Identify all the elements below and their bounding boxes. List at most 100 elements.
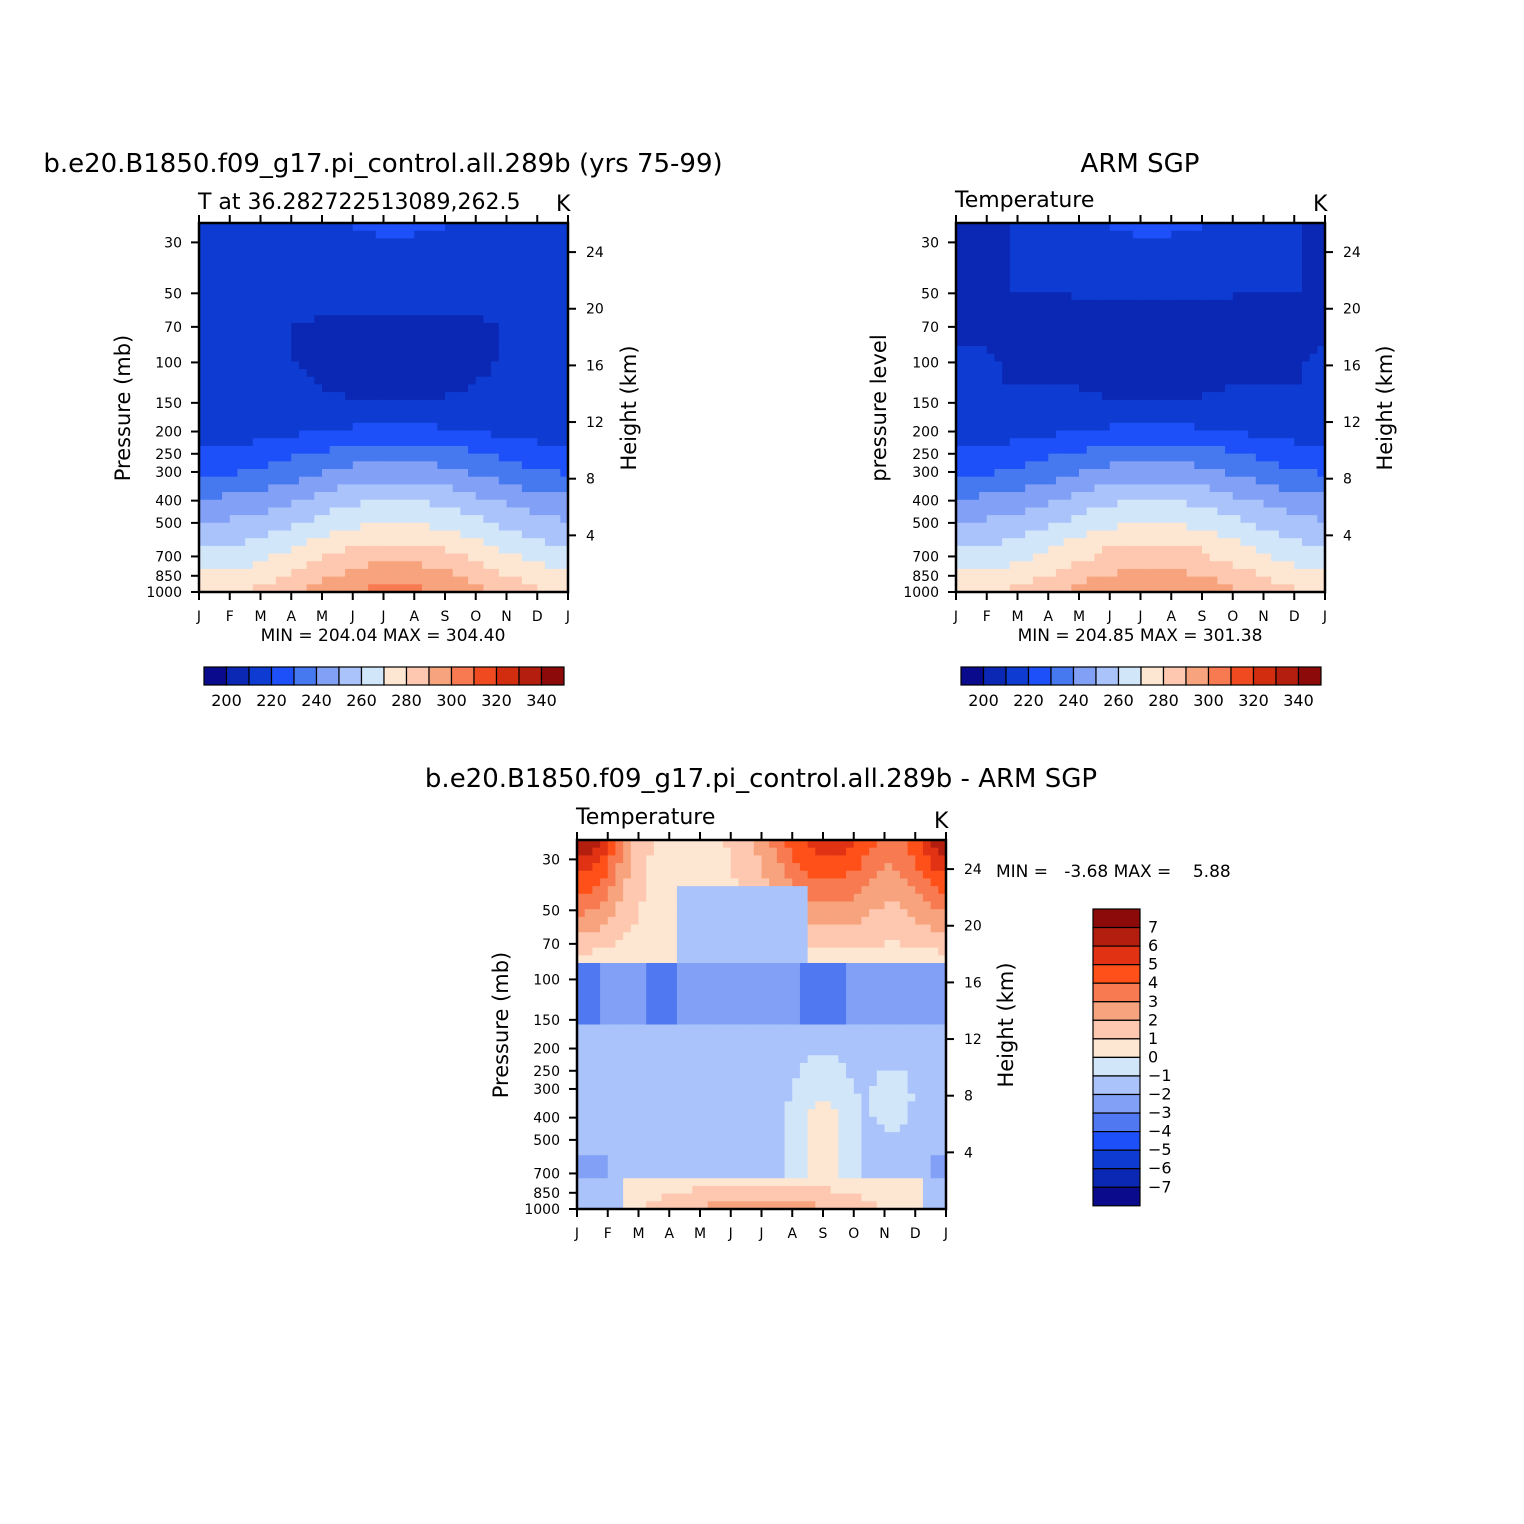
panel-model-contour-cell bbox=[498, 422, 508, 432]
panel-model-contour-cell bbox=[406, 230, 415, 239]
panel-obs-contour-cell bbox=[1240, 307, 1249, 316]
panel-model-contour-cell bbox=[245, 284, 254, 293]
panel-obs-contour-cell bbox=[1148, 492, 1157, 501]
panel-obs-contour-cell bbox=[1317, 438, 1326, 447]
panel-model-contour-cell bbox=[445, 492, 454, 501]
panel-model-contour-cell bbox=[491, 469, 500, 478]
panel-obs-contour-cell bbox=[1055, 530, 1065, 539]
panel-obs-contour-cell bbox=[1278, 469, 1288, 478]
panel-model-contour-cell bbox=[245, 545, 254, 555]
panel-obs-contour-cell bbox=[1240, 299, 1249, 309]
panel-model-contour-cell bbox=[498, 346, 508, 355]
panel-model-colorbar-box bbox=[383, 666, 408, 686]
panel-model-contour-cell bbox=[298, 461, 308, 470]
panel-obs-contour-cell bbox=[1140, 261, 1149, 270]
panel-obs-contour-cell bbox=[1271, 338, 1280, 347]
panel-model-contour-cell bbox=[514, 415, 523, 424]
panel-diff-contour-cell bbox=[661, 863, 670, 872]
panel-obs-contour-cell bbox=[1002, 476, 1011, 485]
panel-obs-contour-cell bbox=[971, 407, 980, 416]
panel-obs-contour-cell bbox=[971, 261, 980, 270]
panel-obs-contour-cell bbox=[1271, 561, 1280, 570]
panel-diff-contour-cell bbox=[646, 840, 655, 849]
panel-obs-contour-cell bbox=[1232, 276, 1242, 286]
panel-obs-contour-cell bbox=[1032, 407, 1042, 416]
panel-obs-contour-cell bbox=[979, 376, 988, 386]
panel-obs-contour-cell bbox=[1125, 230, 1134, 239]
panel-obs-contour-cell bbox=[1017, 545, 1026, 555]
panel-obs-contour-cell bbox=[1248, 553, 1257, 562]
panel-obs-contour-cell bbox=[1063, 469, 1072, 478]
panel-obs-contour-cell bbox=[1194, 422, 1203, 432]
panel-obs-contour-cell bbox=[1194, 353, 1203, 362]
panel-model-contour-cell bbox=[337, 445, 346, 455]
panel-model-contour-cell bbox=[483, 561, 492, 570]
panel-obs-contour-cell bbox=[1294, 253, 1303, 263]
panel-obs-contour-cell bbox=[1086, 576, 1095, 585]
panel-obs-contour-cell bbox=[1217, 415, 1226, 424]
panel-model-contour-cell bbox=[368, 553, 377, 562]
panel-model-contour-cell bbox=[368, 515, 377, 524]
panel-model-contour-cell bbox=[483, 576, 492, 585]
panel-model-contour-cell bbox=[291, 238, 300, 247]
panel-obs-contour-cell bbox=[1002, 292, 1011, 301]
panel-obs-contour-cell bbox=[1171, 230, 1180, 239]
panel-obs-contour-cell bbox=[1063, 553, 1072, 562]
panel-obs-contour-cell bbox=[1209, 284, 1218, 293]
panel-model-contour-cell bbox=[429, 261, 438, 270]
panel-model-contour-cell bbox=[529, 438, 538, 447]
panel-model-contour-cell bbox=[375, 292, 385, 301]
panel-obs-contour-cell bbox=[1286, 422, 1295, 432]
panel-model-contour-cell bbox=[529, 353, 538, 362]
panel-obs-contour-cell bbox=[971, 299, 980, 309]
panel-obs-contour-cell bbox=[1032, 246, 1042, 255]
panel-obs-contour-cell bbox=[1125, 399, 1134, 409]
panel-model-contour-cell bbox=[537, 253, 546, 263]
panel-obs-contour-cell bbox=[1017, 507, 1026, 516]
panel-obs-contour-cell bbox=[1202, 568, 1211, 578]
panel-obs-contour-cell bbox=[1171, 353, 1180, 362]
panel-obs-contour-cell bbox=[1286, 369, 1295, 378]
panel-model-title: b.e20.B1850.f09_g17.pi_control.all.289b … bbox=[43, 149, 722, 179]
panel-obs-contour-cell bbox=[1140, 415, 1149, 424]
panel-obs-contour-cell bbox=[1063, 399, 1072, 409]
panel-obs-contour-cell bbox=[1025, 346, 1034, 355]
panel-model-contour-cell bbox=[445, 307, 454, 316]
panel-obs-contour-cell bbox=[1225, 269, 1234, 278]
panel-obs-contour-cell bbox=[1102, 261, 1111, 270]
panel-model-contour-cell bbox=[214, 507, 223, 516]
panel-obs-contour-cell bbox=[1317, 453, 1326, 462]
panel-model-contour-cell bbox=[329, 376, 338, 386]
panel-model-contour-cell bbox=[406, 246, 415, 255]
panel-model-contour-cell bbox=[206, 553, 215, 562]
panel-model-contour-cell bbox=[544, 476, 554, 485]
panel-model-contour-cell bbox=[383, 384, 392, 393]
panel-obs-contour-cell bbox=[1286, 353, 1295, 362]
panel-obs-contour-cell bbox=[1048, 284, 1057, 293]
panel-obs-contour-cell bbox=[986, 415, 996, 424]
panel-model-contour-cell bbox=[498, 568, 508, 578]
panel-model-contour-cell bbox=[445, 223, 454, 232]
panel-model-contour-cell bbox=[498, 292, 508, 301]
panel-model-contour-cell bbox=[237, 246, 246, 255]
panel-model-contour-cell bbox=[506, 376, 515, 386]
panel-obs-contour-cell bbox=[1209, 530, 1218, 539]
panel-obs-contour-cell bbox=[1248, 238, 1257, 247]
panel-obs-contour-cell bbox=[1301, 399, 1311, 409]
panel-model-contour-cell bbox=[537, 330, 546, 339]
panel-obs-contour-cell bbox=[1025, 246, 1034, 255]
panel-model-contour-cell bbox=[475, 307, 485, 316]
panel-model-contour-cell bbox=[245, 346, 254, 355]
panel-model-contour-cell bbox=[498, 515, 508, 524]
panel-diff-contour-cell bbox=[769, 855, 778, 864]
panel-model-contour-cell bbox=[421, 492, 431, 501]
panel-diff-contour-cell bbox=[884, 840, 893, 849]
panel-obs-contour-cell bbox=[1094, 422, 1103, 432]
panel-model-contour-cell bbox=[475, 576, 485, 585]
panel-obs-contour-cell bbox=[1163, 576, 1172, 585]
panel-model-contour-cell bbox=[306, 330, 315, 339]
panel-model-contour-cell bbox=[406, 261, 415, 270]
panel-obs-contour-cell bbox=[1163, 246, 1172, 255]
panel-model-contour-cell bbox=[368, 430, 377, 439]
panel-obs-contour-cell bbox=[1009, 415, 1019, 424]
